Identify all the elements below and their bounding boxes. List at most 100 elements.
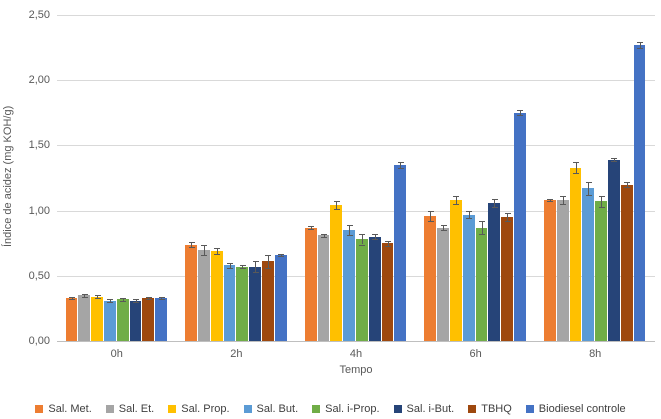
error-bar-cap xyxy=(517,110,524,112)
y-axis-tick-label: 2,50 xyxy=(28,9,50,21)
x-axis-tick-label: 4h xyxy=(349,348,363,360)
bar xyxy=(462,214,475,341)
legend-label: Biodiesel controle xyxy=(538,403,626,415)
error-bar-cap xyxy=(385,240,391,242)
error-bar-cap xyxy=(440,224,447,226)
error-bar-cap xyxy=(94,295,101,297)
error-bar-cap xyxy=(107,299,114,301)
error-bar-cap xyxy=(201,254,208,256)
y-axis-tick-label: 1,00 xyxy=(28,204,50,217)
bar xyxy=(78,295,91,341)
x-axis-tick-label: 2h xyxy=(230,348,243,360)
legend-item: Sal. But. xyxy=(243,403,299,415)
legend-label: Sal. i-Prop. xyxy=(325,403,380,415)
error-bar xyxy=(374,234,376,240)
error-bar xyxy=(161,296,163,300)
error-bar xyxy=(71,296,73,300)
error-bar-cap xyxy=(227,267,233,269)
error-bar-cap xyxy=(252,261,259,263)
bar xyxy=(608,159,620,341)
bar xyxy=(394,164,407,341)
error-bar-cap xyxy=(107,301,114,303)
error-bar-cap xyxy=(188,247,195,249)
error-bar xyxy=(588,181,590,195)
error-bar xyxy=(430,210,432,222)
error-bar xyxy=(229,262,231,268)
error-bar-cap xyxy=(372,239,379,241)
error-bar-cap xyxy=(372,234,379,236)
legend: Sal. Met. Sal. Et. Sal. Prop. Sal. But. Sal.… xyxy=(0,403,661,415)
legend-swatch xyxy=(312,405,321,413)
error-bar-cap xyxy=(611,158,618,160)
bar xyxy=(437,227,449,341)
error-bar-cap xyxy=(252,271,259,273)
error-bar-cap xyxy=(333,209,340,211)
error-bar xyxy=(468,210,470,219)
error-bar xyxy=(639,42,641,48)
gridline xyxy=(57,145,655,147)
error-bar-cap xyxy=(517,115,524,117)
error-bar-cap xyxy=(573,172,579,174)
error-bar xyxy=(519,110,521,116)
error-bar-cap xyxy=(440,230,447,232)
error-bar xyxy=(443,224,445,231)
y-axis-tick-label: 1,50 xyxy=(28,139,50,152)
bar xyxy=(544,200,556,341)
error-bar-cap xyxy=(308,228,315,230)
error-bar xyxy=(203,244,205,255)
gridline xyxy=(57,15,655,16)
error-bar-cap xyxy=(585,194,592,196)
error-bar-cap xyxy=(145,296,152,298)
error-bar-cap xyxy=(491,206,498,208)
bar xyxy=(129,300,142,341)
error-bar-cap xyxy=(214,253,221,255)
error-bar xyxy=(626,181,628,188)
error-bar-cap xyxy=(359,234,366,236)
error-bar xyxy=(361,234,363,245)
bar xyxy=(185,244,197,341)
error-bar-cap xyxy=(359,244,366,246)
bar xyxy=(514,112,526,341)
error-bar-cap xyxy=(479,234,485,236)
error-bar-cap xyxy=(333,201,340,203)
error-bar-cap xyxy=(385,245,391,247)
error-bar-cap xyxy=(214,248,221,250)
bar xyxy=(236,266,249,341)
error-bar-cap xyxy=(585,181,592,183)
legend-label: Sal. But. xyxy=(256,403,299,415)
error-bar xyxy=(280,253,282,257)
legend-item: Sal. Et. xyxy=(105,403,154,415)
error-bar-cap xyxy=(265,254,272,256)
error-bar xyxy=(575,162,577,173)
legend-item: Sal. i-Prop. xyxy=(312,403,380,415)
bar xyxy=(155,297,167,341)
error-bar-cap xyxy=(547,198,554,200)
bar xyxy=(223,265,236,341)
bar xyxy=(116,299,129,341)
error-bar-cap xyxy=(158,299,165,301)
legend-label: Sal. i-But. xyxy=(406,403,455,415)
bar xyxy=(424,215,437,341)
error-bar xyxy=(310,226,312,229)
error-bar xyxy=(507,213,509,222)
error-bar-cap xyxy=(560,204,567,206)
error-bar-cap xyxy=(453,204,460,206)
error-bar xyxy=(216,248,218,254)
error-bar-cap xyxy=(145,299,152,301)
bar xyxy=(274,254,287,341)
bar xyxy=(450,200,462,341)
error-bar-cap xyxy=(278,256,285,258)
error-bar-cap xyxy=(133,299,139,301)
error-bar-cap xyxy=(321,236,327,238)
error-bar xyxy=(191,241,193,248)
error-bar-cap xyxy=(188,241,195,243)
error-bar-cap xyxy=(547,201,554,203)
error-bar-cap xyxy=(504,213,511,215)
error-bar-cap xyxy=(624,187,631,189)
error-bar xyxy=(481,221,483,235)
error-bar-cap xyxy=(308,226,315,228)
bar xyxy=(633,44,646,341)
y-axis-tick-label: 2,00 xyxy=(28,74,50,87)
